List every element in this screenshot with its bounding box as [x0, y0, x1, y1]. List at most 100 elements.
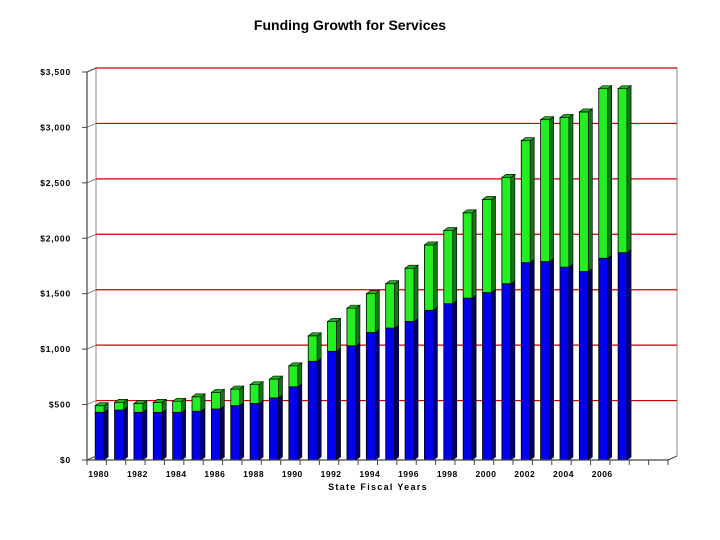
bar-base-side: [200, 407, 206, 461]
y-tick-label: $1,000: [40, 344, 71, 354]
bar-top-cap: [578, 108, 594, 113]
bar-base-1992: [327, 350, 337, 461]
bar-top-cap: [94, 402, 110, 406]
bar-growth-side: [549, 116, 554, 263]
bar-top-cap: [462, 209, 478, 214]
bar-base-side: [471, 294, 477, 461]
bar-growth-side: [239, 385, 245, 407]
bar-growth-side: [258, 381, 264, 405]
bar-growth-side: [375, 290, 380, 334]
y-tick-label: $2,000: [40, 233, 71, 243]
bar-growth-1996: [404, 267, 415, 322]
bar-top-cap: [229, 385, 245, 390]
x-tick-label: 1996: [398, 469, 419, 479]
bar-base-side: [568, 263, 574, 461]
bar-base-1987: [230, 405, 241, 461]
bar-base-2004: [559, 266, 570, 461]
bar-base-side: [297, 383, 303, 461]
bar-growth-side: [568, 113, 574, 268]
bar-base-side: [626, 249, 632, 461]
x-tick-label: 1994: [359, 469, 380, 479]
bar-growth-2007: [617, 88, 628, 254]
bar-top-cap: [539, 116, 555, 120]
chart-title: Funding Growth for Services: [253, 17, 447, 33]
y-tick-label: $0: [60, 455, 71, 465]
bar-top-cap: [500, 174, 516, 178]
y-axis-top-edge: [86, 67, 97, 73]
bar-growth-1992: [327, 321, 337, 352]
bar-growth-side: [278, 375, 283, 399]
bar-top-cap: [249, 381, 265, 385]
bar-growth-2006: [598, 88, 609, 259]
bar-base-side: [278, 394, 283, 461]
bar-base-1998: [443, 303, 454, 461]
bar-base-side: [375, 328, 380, 461]
bar-growth-1990: [288, 365, 299, 388]
y-tick-label: $3,500: [40, 67, 71, 77]
bar-base-side: [510, 280, 516, 461]
bar-base-1981: [114, 409, 124, 461]
bar-growth-2003: [540, 119, 551, 262]
bar-top-cap: [307, 332, 323, 337]
bar-base-side: [607, 254, 613, 461]
x-tick-label: 2006: [592, 469, 613, 479]
bar-base-2000: [482, 292, 492, 461]
bar-top-cap: [287, 362, 303, 367]
bar-growth-side: [452, 226, 458, 305]
x-axis-label: State Fiscal Years: [328, 482, 428, 492]
bar-top-cap: [365, 290, 381, 295]
bar-growth-2002: [520, 140, 531, 264]
bar-base-2002: [520, 262, 531, 461]
bar-base-side: [181, 408, 186, 461]
bar-growth-2000: [482, 199, 492, 294]
bar-growth-2001: [501, 176, 512, 285]
bar-top-cap: [559, 114, 574, 118]
bar-base-1988: [249, 403, 260, 461]
gridline-side: [86, 289, 97, 295]
x-axis-ticks: 1980 1982 1984 1986 1988 1990 1992 1994 1996 1998…: [86, 460, 669, 479]
bar-base-side: [258, 399, 264, 461]
bar-base-1985: [191, 410, 202, 461]
bar-growth-2004: [559, 117, 570, 268]
bar-growth-1980: [94, 405, 105, 413]
bar-growth-side: [491, 195, 496, 294]
bar-base-1990: [288, 386, 299, 461]
y-tick-label: $1,500: [40, 289, 71, 299]
x-tick-label: 2002: [514, 469, 535, 479]
bar-base-side: [413, 317, 419, 461]
bar-top-cap: [210, 389, 226, 393]
bar-base-side: [123, 406, 128, 461]
bar-growth-side: [394, 280, 399, 329]
bar-growth-1988: [249, 384, 260, 404]
x-tick-label: 2004: [553, 469, 574, 479]
bar-base-1994: [365, 332, 376, 461]
x-tick-label: 1984: [166, 469, 187, 479]
bar-top-cap: [442, 227, 458, 231]
bar-base-1996: [404, 321, 415, 461]
bar-top-cap: [404, 264, 419, 269]
bar-base-1995: [385, 327, 396, 461]
bar-top-cap: [384, 280, 400, 285]
bar-growth-side: [588, 108, 593, 273]
bar-top-cap: [133, 400, 148, 404]
bar-top-cap: [152, 399, 168, 403]
y-axis-ticks: $0 $500 $1,000 $1,500 $2,000 $2,500 $3,000 $3,5…: [40, 67, 87, 465]
bar-top-cap: [326, 318, 342, 322]
bar-top-cap: [113, 399, 129, 403]
bar-growth-1997: [424, 244, 434, 311]
bar-growth-1983: [152, 401, 163, 413]
x-tick-label: 1998: [437, 469, 458, 479]
x-axis-end-edge: [667, 455, 678, 461]
x-tick-label: 1986: [204, 469, 225, 479]
bar-growth-1989: [269, 378, 279, 399]
bar-base-1999: [462, 297, 473, 461]
bar-growth-side: [413, 264, 419, 323]
bar-base-side: [142, 408, 148, 461]
bar-base-1980: [94, 411, 105, 461]
bar-base-1982: [133, 411, 144, 461]
bar-base-side: [433, 306, 438, 461]
y-tick-label: $500: [49, 400, 71, 410]
bar-top-cap: [597, 85, 613, 89]
bar-base-1993: [346, 345, 357, 461]
